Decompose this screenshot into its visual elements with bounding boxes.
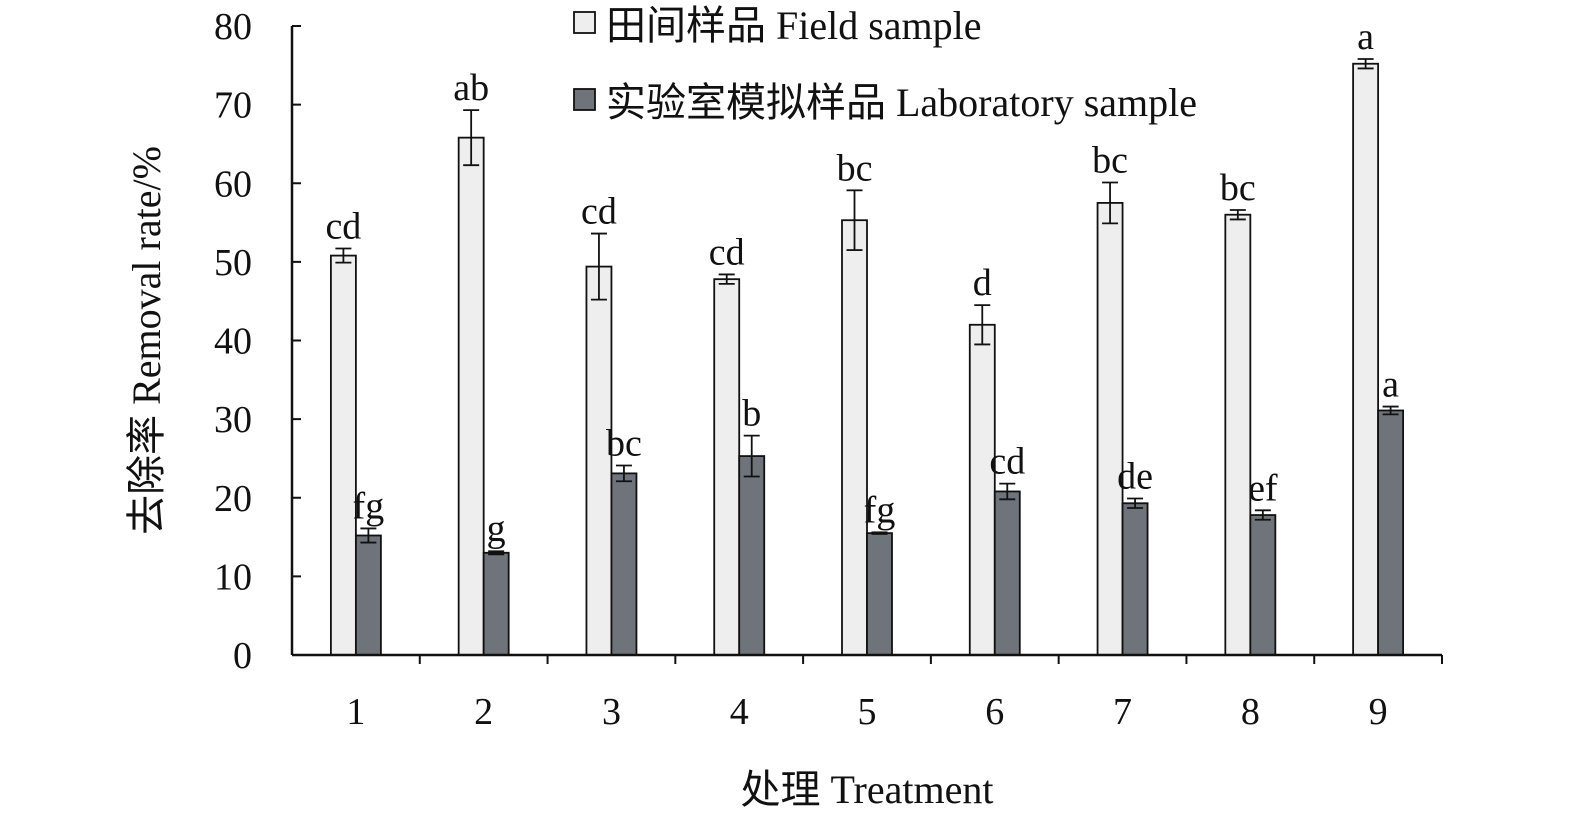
- legend-label: 实验室模拟样品 Laboratory sample: [606, 80, 1197, 125]
- bar: [841, 219, 868, 656]
- significance-label: fg: [864, 489, 896, 531]
- x-tick-label: 2: [474, 691, 493, 733]
- y-tick-label: 70: [214, 85, 252, 127]
- significance-label: b: [742, 393, 761, 435]
- significance-label: ab: [453, 67, 489, 109]
- significance-label: bc: [606, 423, 642, 465]
- bar: [329, 254, 357, 656]
- y-tick-label: 50: [214, 242, 252, 284]
- significance-label: d: [973, 262, 992, 304]
- y-tick-label: 10: [214, 556, 252, 598]
- y-tick-label: 0: [233, 635, 252, 677]
- significance-label: de: [1117, 456, 1153, 498]
- bar: [457, 136, 485, 656]
- bars: cd ab cd cd bc d bc bc a fg g bc b fg cd de ef a: [325, 16, 1405, 656]
- x-tick-label: 8: [1241, 691, 1260, 733]
- y-tick-label: 60: [214, 163, 252, 205]
- bar: [1352, 62, 1380, 656]
- x-tick-label: 9: [1369, 691, 1388, 733]
- x-axis-ticks: 1 2 3 4 5 6 7 8 9: [346, 655, 1443, 733]
- x-tick-label: 3: [602, 691, 621, 733]
- bar: [866, 532, 893, 656]
- bar: [1249, 514, 1277, 656]
- bar: [993, 490, 1021, 656]
- y-tick-label: 40: [214, 321, 252, 363]
- significance-label: cd: [581, 191, 617, 233]
- y-tick-label: 80: [214, 6, 252, 48]
- significance-label: fg: [353, 485, 385, 527]
- significance-label: ef: [1248, 467, 1278, 509]
- significance-label: bc: [837, 147, 873, 189]
- bar: [354, 534, 382, 656]
- x-tick-label: 6: [985, 691, 1004, 733]
- y-axis-ticks: 0 10 20 30 40 50 60 70 80: [214, 6, 301, 677]
- x-axis-title: 处理 Treatment: [741, 767, 994, 812]
- bar: [482, 551, 510, 656]
- bar: [1224, 213, 1252, 656]
- bar: [585, 265, 613, 656]
- legend-swatch: [573, 11, 596, 34]
- bar: [1096, 202, 1124, 656]
- x-tick-label: 1: [346, 691, 365, 733]
- bar: [1377, 409, 1405, 656]
- y-axis-title: 去除率 Removal rate/%: [124, 146, 169, 535]
- y-tick-label: 30: [214, 399, 252, 441]
- significance-label: a: [1357, 16, 1374, 58]
- significance-label: bc: [1092, 139, 1128, 181]
- significance-label: g: [487, 508, 506, 550]
- x-tick-label: 5: [858, 691, 877, 733]
- significance-label: cd: [709, 231, 745, 273]
- significance-label: bc: [1220, 167, 1256, 209]
- bar: [713, 278, 741, 656]
- legend-label: 田间样品 Field sample: [606, 3, 982, 48]
- bar: [610, 472, 638, 656]
- bar: [968, 323, 996, 656]
- bar: [1121, 502, 1149, 656]
- legend-swatch: [573, 88, 596, 111]
- x-tick-label: 4: [730, 691, 749, 733]
- x-tick-label: 7: [1113, 691, 1132, 733]
- significance-label: a: [1382, 364, 1399, 406]
- legend: 田间样品 Field sample 实验室模拟样品 Laboratory samp…: [573, 3, 1197, 125]
- significance-label: cd: [325, 206, 361, 248]
- significance-label: cd: [989, 441, 1025, 483]
- y-tick-label: 20: [214, 478, 252, 520]
- bar: [738, 455, 766, 656]
